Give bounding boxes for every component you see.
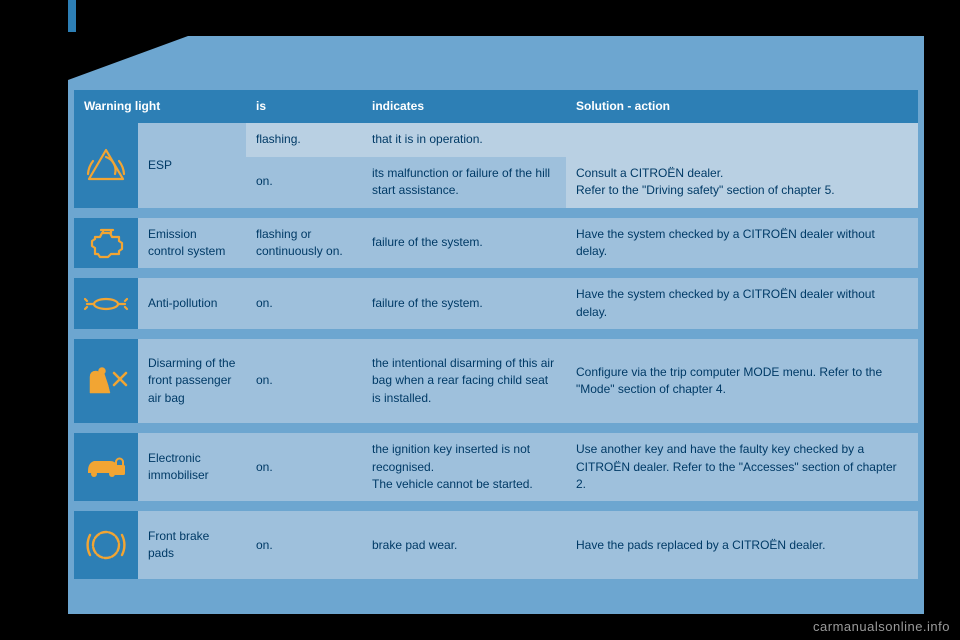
hdr-warning-light: Warning light: [74, 90, 246, 123]
icon-cell: [74, 278, 138, 329]
table-row: Front brake pads on. brake pad wear. Hav…: [74, 511, 918, 579]
brake-disc-icon: [86, 525, 126, 565]
cell-is: on.: [246, 157, 362, 208]
cell-is: on.: [246, 339, 362, 423]
engine-icon: [85, 227, 127, 259]
cell-solution: Have the system checked by a CITROËN dea…: [566, 278, 918, 329]
table-row: Emission control system flashing or cont…: [74, 218, 918, 269]
exhaust-icon: [84, 294, 128, 314]
child-seat-off-icon: [84, 363, 128, 399]
row-gap: [74, 501, 918, 511]
table-header-row: Warning light is indicates Solution - ac…: [74, 90, 918, 123]
clipped-corner: [68, 36, 188, 80]
cell-solution: [566, 123, 918, 156]
cell-solution: Consult a CITROËN dealer.Refer to the "D…: [566, 157, 918, 208]
icon-cell: [74, 218, 138, 269]
cell-name: Disarming of the front passenger air bag: [138, 339, 246, 423]
cell-name: Anti-pollution: [138, 278, 246, 329]
cell-indicates: the intentional disarming of this air ba…: [362, 339, 566, 423]
cell-is: flashing.: [246, 123, 362, 156]
watermark-text: carmanualsonline.info: [813, 619, 950, 634]
cell-indicates: that it is in operation.: [362, 123, 566, 156]
cell-indicates: failure of the system.: [362, 218, 566, 269]
page-panel: Warning light is indicates Solution - ac…: [68, 36, 924, 614]
cell-solution: Have the pads replaced by a CITROËN deal…: [566, 511, 918, 579]
cell-solution: Configure via the trip computer MODE men…: [566, 339, 918, 423]
hdr-indicates: indicates: [362, 90, 566, 123]
cell-is: on.: [246, 278, 362, 329]
tab-marker: [68, 0, 76, 32]
cell-name: Front brake pads: [138, 511, 246, 579]
cell-indicates: the ignition key inserted is not recogni…: [362, 433, 566, 501]
cell-is: on.: [246, 433, 362, 501]
row-gap: [74, 208, 918, 218]
row-gap: [74, 329, 918, 339]
cell-solution: Use another key and have the faulty key …: [566, 433, 918, 501]
cell-name: ESP: [138, 123, 246, 207]
table-row: Disarming of the front passenger air bag…: [74, 339, 918, 423]
table-row: ESP flashing. that it is in operation.: [74, 123, 918, 156]
warning-lights-table: Warning light is indicates Solution - ac…: [74, 90, 918, 579]
table-row: Electronic immobiliser on. the ignition …: [74, 433, 918, 501]
cell-indicates: brake pad wear.: [362, 511, 566, 579]
esp-triangle-icon: [85, 147, 127, 183]
cell-name: Emission control system: [138, 218, 246, 269]
cell-name: Electronic immobiliser: [138, 433, 246, 501]
icon-cell: [74, 511, 138, 579]
row-gap: [74, 268, 918, 278]
hdr-solution: Solution - action: [566, 90, 918, 123]
cell-indicates: failure of the system.: [362, 278, 566, 329]
icon-cell: [74, 339, 138, 423]
cell-indicates: its malfunction or failure of the hill s…: [362, 157, 566, 208]
table-row: Anti-pollution on. failure of the system…: [74, 278, 918, 329]
icon-cell: [74, 433, 138, 501]
cell-solution: Have the system checked by a CITROËN dea…: [566, 218, 918, 269]
cell-is: on.: [246, 511, 362, 579]
row-gap: [74, 423, 918, 433]
hdr-is: is: [246, 90, 362, 123]
car-lock-icon: [84, 451, 128, 483]
icon-cell: [74, 123, 138, 207]
cell-is: flashing or continuously on.: [246, 218, 362, 269]
